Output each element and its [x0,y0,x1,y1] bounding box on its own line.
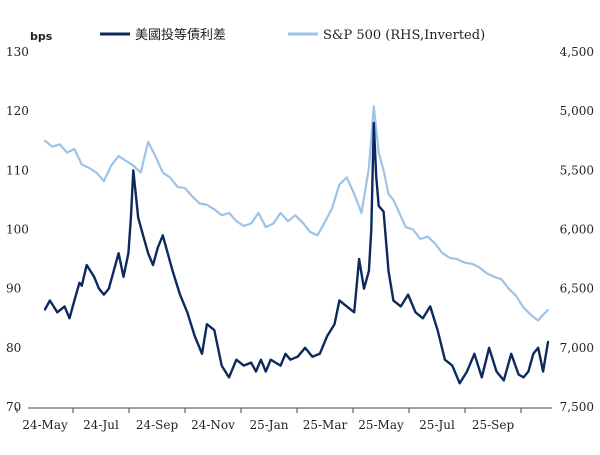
x-tick-label: 25-Sep [472,418,515,432]
left-axis-unit: bps [30,30,53,43]
right-tick-label: 6,500 [560,282,594,296]
right-tick-label: 5,500 [560,163,594,177]
x-tick-label: 25-May [358,418,404,432]
left-tick-label: 90 [6,282,21,296]
x-axis: 24-May 24-Jul 24-Sep 24-Nov 25-Jan 25-Mar 25-M… [16,407,552,432]
legend-label: S&P 500 (RHS,Inverted) [323,28,485,43]
x-tick-label: 25-Jan [249,418,288,432]
right-tick-label: 7,500 [560,400,594,414]
x-tick-label: 24-Sep [136,418,179,432]
left-tick-label: 120 [6,104,29,118]
legend: 美國投等債利差 S&P 500 (RHS,Inverted) [100,27,485,43]
series-lines [43,105,550,385]
right-tick-label: 6,000 [560,223,594,237]
left-tick-label: 100 [6,223,29,237]
left-tick-label: 130 [6,45,29,59]
series-line-sp500 [43,105,550,322]
x-tick-label: 24-Nov [191,418,235,432]
x-tick-label: 24-May [22,418,68,432]
right-axis-ticks: 4,500 5,000 5,500 6,000 6,500 7,000 7,500 [560,45,594,414]
x-tick-label: 25-Mar [303,418,348,432]
right-tick-label: 5,000 [560,104,594,118]
x-tick-label: 24-Jul [83,418,119,432]
right-tick-label: 7,000 [560,341,594,355]
legend-label: 美國投等債利差 [135,27,226,43]
left-tick-label: 110 [6,163,29,177]
x-tick-label: 25-Jul [419,418,455,432]
right-tick-label: 4,500 [560,45,594,59]
left-axis-ticks: 130 120 110 100 90 80 70 [6,45,29,414]
left-tick-label: 80 [6,341,21,355]
left-tick-label: 70 [6,400,21,414]
series-line-spread [43,121,550,385]
